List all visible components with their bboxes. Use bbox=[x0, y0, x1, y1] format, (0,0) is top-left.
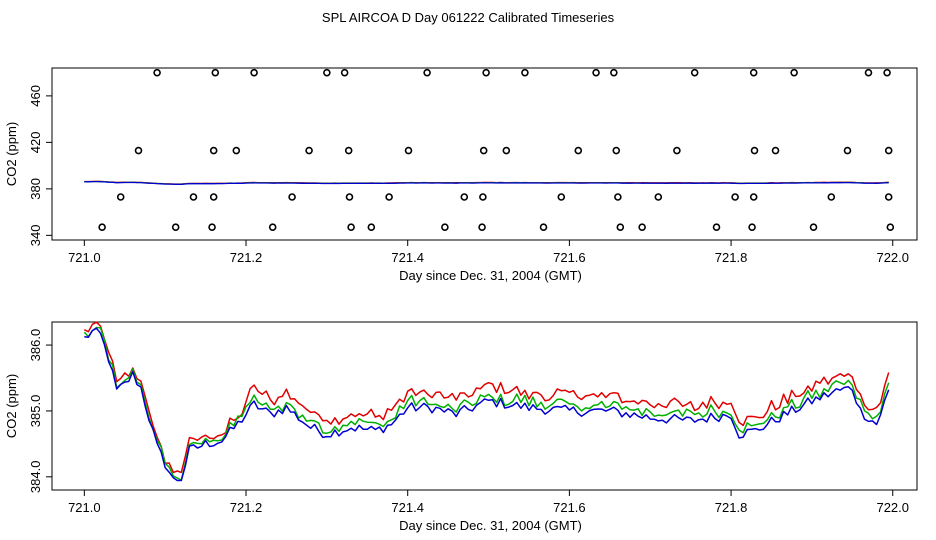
reference-point bbox=[340, 68, 349, 77]
reference-point bbox=[502, 146, 511, 155]
reference-point bbox=[479, 193, 487, 201]
reference-point bbox=[367, 223, 376, 232]
reference-point bbox=[385, 193, 393, 201]
x-tick-label: 721.2 bbox=[230, 500, 263, 515]
x-tick-label: 721.0 bbox=[68, 500, 101, 515]
y-tick-label: 460 bbox=[28, 85, 43, 107]
x-tick-label: 721.6 bbox=[553, 500, 586, 515]
plot-frame bbox=[51, 67, 918, 241]
reference-point bbox=[790, 68, 798, 77]
x-axis-label: Day since Dec. 31, 2004 (GMT) bbox=[399, 268, 582, 283]
reference-point bbox=[250, 68, 258, 77]
y-axis-label: CO2 (ppm) bbox=[4, 122, 19, 186]
x-tick-label: 721.0 bbox=[68, 250, 101, 265]
x-axis-label: Day since Dec. 31, 2004 (GMT) bbox=[399, 518, 582, 533]
reference-point bbox=[749, 68, 758, 77]
reference-point bbox=[98, 223, 106, 232]
reference-point bbox=[134, 146, 143, 155]
reference-point bbox=[748, 223, 756, 232]
reference-point bbox=[749, 193, 758, 201]
reference-point bbox=[883, 68, 891, 77]
reference-point bbox=[344, 146, 353, 155]
reference-point bbox=[809, 223, 818, 232]
reference-point bbox=[673, 146, 681, 155]
y-tick-label: 384.0 bbox=[28, 461, 43, 494]
reference-point bbox=[441, 223, 449, 232]
reference-point bbox=[654, 193, 663, 201]
reference-point bbox=[211, 68, 220, 77]
reference-point bbox=[345, 193, 354, 201]
reference-point bbox=[305, 146, 313, 155]
reference-point bbox=[690, 68, 699, 77]
reference-point bbox=[209, 146, 218, 155]
reference-point bbox=[208, 223, 216, 232]
reference-point bbox=[347, 223, 355, 232]
reference-point bbox=[153, 68, 161, 77]
reference-point bbox=[750, 146, 759, 155]
reference-point bbox=[712, 223, 721, 232]
reference-point bbox=[232, 146, 241, 155]
reference-point bbox=[557, 193, 566, 201]
reference-point bbox=[616, 223, 625, 232]
y-tick-label: 380 bbox=[28, 178, 43, 200]
x-tick-label: 721.6 bbox=[553, 250, 586, 265]
reference-point bbox=[404, 146, 413, 155]
reference-point bbox=[521, 68, 529, 77]
reference-point bbox=[482, 68, 490, 77]
reference-point bbox=[638, 223, 646, 232]
reference-point bbox=[827, 193, 836, 201]
reference-point bbox=[884, 193, 893, 201]
top-panel: 721.0 721.2 721.4 721.6 721.8 722.0 340 380 420 4… bbox=[4, 67, 918, 283]
reference-point bbox=[610, 68, 618, 77]
reference-point bbox=[731, 193, 739, 201]
y-tick-label: 386.0 bbox=[28, 329, 43, 362]
y-axis-label: CO2 (ppm) bbox=[4, 374, 19, 438]
y-tick-label: 340 bbox=[28, 224, 43, 246]
x-tick-label: 722.0 bbox=[876, 500, 909, 515]
bottom-panel: 721.0 721.2 721.4 721.6 721.8 722.0 384.0 385.0… bbox=[4, 321, 918, 533]
reference-point bbox=[771, 146, 780, 155]
reference-point bbox=[268, 223, 277, 232]
reference-point bbox=[189, 193, 198, 201]
figure-title: SPL AIRCOA D Day 061222 Calibrated Times… bbox=[322, 10, 615, 25]
series-line-red bbox=[83, 321, 890, 474]
reference-point bbox=[574, 146, 583, 155]
reference-point bbox=[592, 68, 600, 77]
plot-frame bbox=[51, 321, 918, 491]
series-line-blue bbox=[84, 327, 890, 482]
x-tick-label: 721.8 bbox=[715, 250, 748, 265]
reference-point bbox=[478, 223, 486, 232]
reference-point bbox=[323, 68, 331, 77]
series-line-blue bbox=[84, 180, 889, 185]
x-tick-label: 721.4 bbox=[391, 500, 424, 515]
reference-point bbox=[539, 223, 548, 232]
reference-point bbox=[614, 193, 622, 201]
reference-point bbox=[171, 223, 180, 232]
reference-point bbox=[209, 193, 218, 201]
reference-point bbox=[884, 146, 893, 155]
reference-point bbox=[423, 68, 431, 77]
reference-point bbox=[116, 193, 125, 201]
y-tick-label: 420 bbox=[28, 132, 43, 154]
reference-point bbox=[479, 146, 488, 155]
x-tick-label: 721.8 bbox=[715, 500, 748, 515]
reference-point bbox=[460, 193, 469, 201]
reference-point bbox=[843, 146, 852, 155]
x-tick-label: 721.4 bbox=[391, 250, 424, 265]
y-tick-label: 385.0 bbox=[28, 395, 43, 428]
series-line-green bbox=[83, 326, 890, 481]
x-tick-label: 721.2 bbox=[230, 250, 263, 265]
x-tick-label: 722.0 bbox=[876, 250, 909, 265]
reference-point bbox=[288, 193, 296, 201]
reference-point bbox=[612, 146, 621, 155]
reference-point bbox=[886, 223, 895, 232]
reference-point bbox=[864, 68, 873, 77]
